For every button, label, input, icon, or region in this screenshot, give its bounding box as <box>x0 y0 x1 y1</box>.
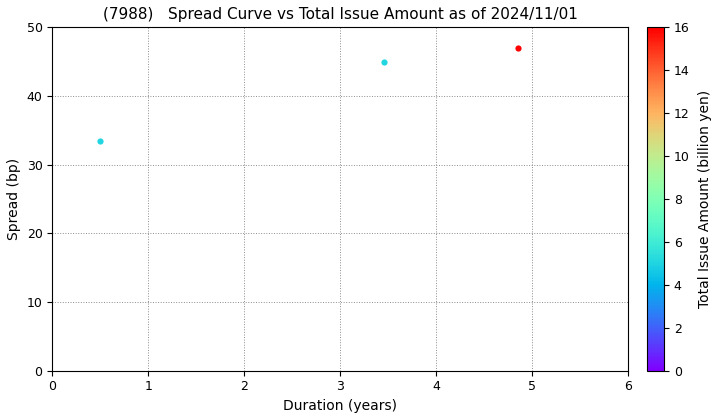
Y-axis label: Total Issue Amount (billion yen): Total Issue Amount (billion yen) <box>698 90 712 308</box>
Point <box>512 45 523 51</box>
Title: (7988)   Spread Curve vs Total Issue Amount as of 2024/11/01: (7988) Spread Curve vs Total Issue Amoun… <box>103 7 577 22</box>
Point <box>378 58 390 65</box>
Y-axis label: Spread (bp): Spread (bp) <box>7 158 21 240</box>
X-axis label: Duration (years): Duration (years) <box>284 399 397 413</box>
Point <box>94 137 106 144</box>
